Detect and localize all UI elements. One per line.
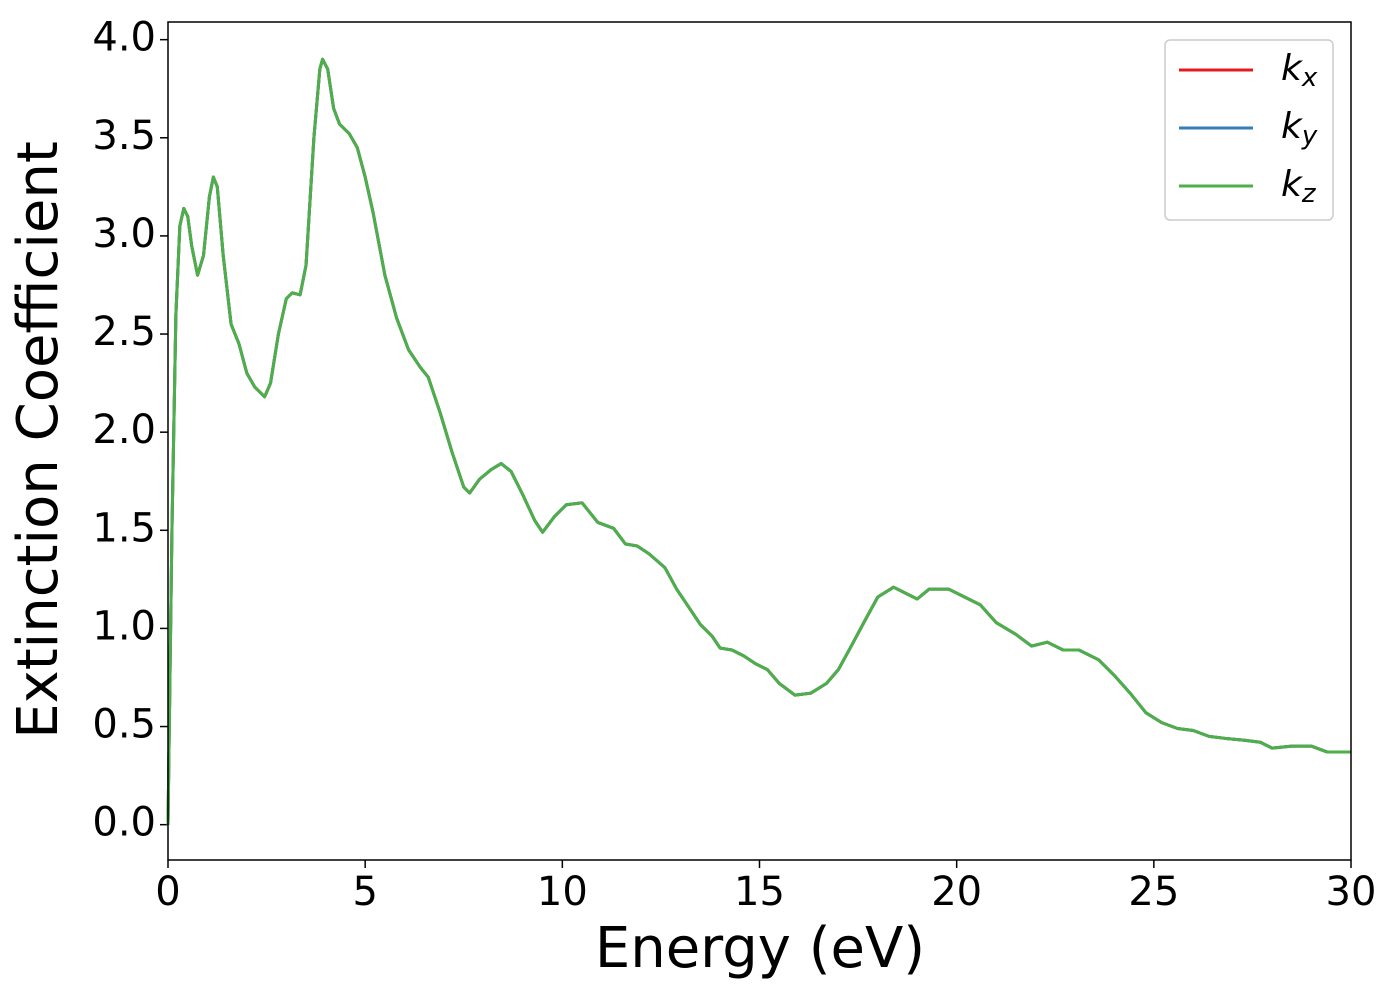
y-tick-label: 1.5 <box>92 505 156 551</box>
x-tick-label: 20 <box>931 869 982 915</box>
legend: kx ky kz <box>1164 39 1334 221</box>
x-tick-label: 15 <box>734 869 785 915</box>
y-tick-label: 3.5 <box>92 113 156 159</box>
x-tick-label: 0 <box>155 869 180 915</box>
y-tick-label: 2.5 <box>92 309 156 355</box>
legend-label: kz <box>1281 164 1317 209</box>
legend-label: ky <box>1281 106 1318 151</box>
y-tick-label: 2.0 <box>92 407 156 453</box>
y-tick-label: 1.0 <box>92 603 156 649</box>
x-tick-label: 25 <box>1128 869 1179 915</box>
y-axis-label: Extinction Coefficient <box>6 141 71 739</box>
plot-frame <box>167 21 1352 861</box>
y-tick-label: 4.0 <box>92 15 156 61</box>
x-tick-label: 10 <box>537 869 588 915</box>
data-line <box>166 57 1351 825</box>
y-tick-label: 0.0 <box>92 800 156 846</box>
legend-box <box>1164 39 1334 221</box>
x-axis-label: Energy (eV) <box>595 916 925 981</box>
legend-label: kx <box>1281 48 1318 93</box>
x-tick-label: 5 <box>352 869 377 915</box>
y-tick-label: 3.0 <box>92 211 156 257</box>
y-tick-label: 0.5 <box>92 702 156 748</box>
x-tick-label: 30 <box>1326 869 1377 915</box>
